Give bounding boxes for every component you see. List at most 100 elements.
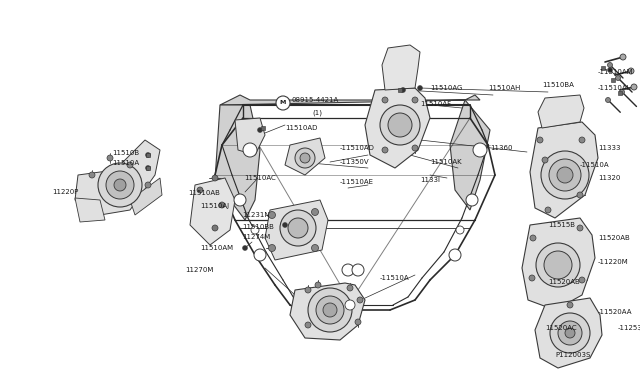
Circle shape [145, 153, 150, 157]
Circle shape [312, 244, 319, 251]
Text: 11520AB: 11520AB [598, 235, 630, 241]
Polygon shape [538, 95, 584, 128]
Polygon shape [285, 138, 325, 175]
Text: 1133I: 1133I [420, 177, 440, 183]
Bar [398, 88, 402, 92]
Text: 11274M: 11274M [242, 234, 270, 240]
Circle shape [269, 212, 275, 218]
Circle shape [280, 210, 316, 246]
Polygon shape [365, 88, 430, 168]
Text: 11510AK: 11510AK [430, 159, 461, 165]
Circle shape [577, 192, 583, 198]
Text: 11231N: 11231N [242, 212, 269, 218]
Circle shape [282, 222, 287, 228]
Text: 11520AB: 11520AB [548, 279, 580, 285]
Bar [601, 66, 605, 70]
Circle shape [620, 90, 625, 94]
Circle shape [342, 264, 354, 276]
Text: -11350V: -11350V [340, 159, 370, 165]
Polygon shape [382, 45, 420, 90]
Text: 11510BB: 11510BB [242, 224, 274, 230]
Text: 11515B: 11515B [548, 222, 575, 228]
Circle shape [579, 277, 585, 283]
Circle shape [557, 167, 573, 183]
Circle shape [114, 179, 126, 191]
Circle shape [577, 225, 583, 231]
Circle shape [456, 226, 464, 234]
Circle shape [382, 97, 388, 103]
Text: 11520AC: 11520AC [545, 325, 577, 331]
Polygon shape [522, 218, 595, 310]
Circle shape [473, 143, 487, 157]
Circle shape [544, 251, 572, 279]
Circle shape [536, 243, 580, 287]
Polygon shape [450, 100, 490, 210]
Circle shape [288, 218, 308, 238]
Circle shape [417, 86, 422, 90]
Circle shape [579, 137, 585, 143]
Polygon shape [130, 178, 162, 215]
Circle shape [345, 300, 355, 310]
Circle shape [316, 296, 344, 324]
Circle shape [565, 328, 575, 338]
Polygon shape [530, 122, 598, 218]
Circle shape [541, 151, 589, 199]
Circle shape [558, 321, 582, 345]
Text: 11510BA: 11510BA [542, 82, 574, 88]
Polygon shape [265, 200, 328, 260]
Circle shape [257, 128, 262, 132]
Circle shape [89, 172, 95, 178]
Circle shape [382, 147, 388, 153]
Circle shape [631, 84, 637, 90]
Text: -11510AD: -11510AD [340, 145, 375, 151]
Circle shape [620, 54, 626, 60]
Circle shape [251, 226, 259, 234]
Bar [261, 126, 265, 130]
Circle shape [312, 208, 319, 215]
Circle shape [347, 285, 353, 291]
Text: P112003S: P112003S [555, 352, 590, 358]
Circle shape [234, 194, 246, 206]
Circle shape [145, 166, 150, 170]
Polygon shape [190, 178, 235, 245]
Circle shape [529, 275, 535, 281]
Circle shape [305, 322, 311, 328]
Circle shape [605, 97, 611, 103]
Text: -11510A: -11510A [380, 275, 410, 281]
Circle shape [380, 105, 420, 145]
Circle shape [542, 157, 548, 163]
Text: 11510AH: 11510AH [488, 85, 520, 91]
Polygon shape [235, 118, 265, 155]
Bar [146, 166, 150, 170]
Circle shape [145, 182, 151, 188]
Circle shape [107, 155, 113, 161]
Circle shape [355, 319, 361, 325]
Circle shape [628, 68, 634, 74]
Circle shape [466, 194, 478, 206]
Text: 11510AB: 11510AB [188, 190, 220, 196]
Circle shape [323, 303, 337, 317]
Circle shape [607, 67, 612, 73]
Text: 11510AG: 11510AG [430, 85, 462, 91]
Bar [146, 153, 150, 157]
Circle shape [219, 202, 225, 208]
Circle shape [212, 175, 218, 181]
Polygon shape [290, 283, 365, 340]
Text: -11510AM: -11510AM [598, 69, 634, 75]
Circle shape [449, 249, 461, 261]
Circle shape [412, 97, 418, 103]
Circle shape [352, 264, 364, 276]
Text: -11220M: -11220M [598, 259, 628, 265]
Polygon shape [535, 298, 602, 368]
Text: -11510A: -11510A [580, 162, 610, 168]
Circle shape [530, 235, 536, 241]
Polygon shape [75, 140, 160, 215]
Text: 11333: 11333 [598, 145, 621, 151]
Circle shape [98, 163, 142, 207]
Text: 11270M: 11270M [185, 267, 213, 273]
Circle shape [276, 96, 290, 110]
Text: 11510AC: 11510AC [244, 175, 276, 181]
Text: -11253N: -11253N [618, 325, 640, 331]
Text: 11510AF: 11510AF [420, 101, 451, 107]
Circle shape [357, 297, 363, 303]
